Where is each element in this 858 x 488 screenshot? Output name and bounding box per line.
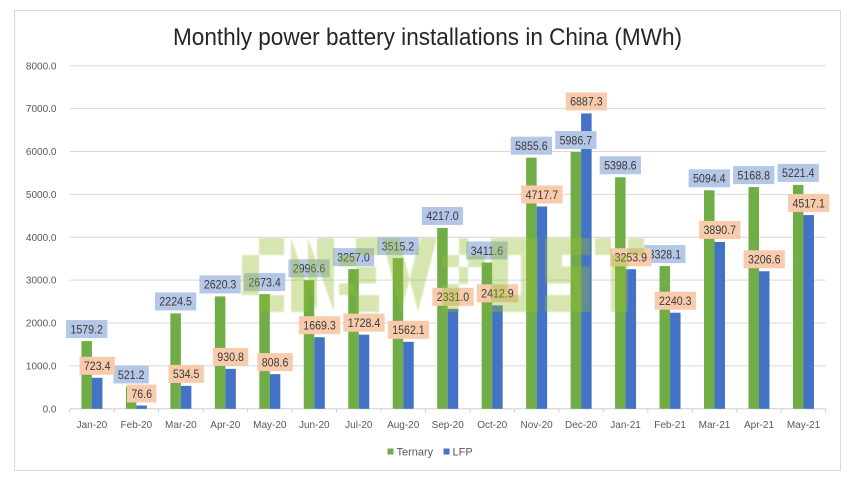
svg-text:7000.0: 7000.0: [26, 104, 57, 115]
svg-text:5221.4: 5221.4: [782, 166, 815, 180]
svg-text:3206.6: 3206.6: [748, 253, 781, 267]
svg-text:3000.0: 3000.0: [26, 276, 57, 287]
svg-text:3890.7: 3890.7: [704, 223, 737, 237]
svg-text:4717.7: 4717.7: [526, 188, 559, 202]
svg-text:5000.0: 5000.0: [26, 190, 57, 201]
svg-text:5094.4: 5094.4: [693, 172, 726, 186]
svg-text:Aug-20: Aug-20: [387, 420, 420, 431]
svg-text:5986.7: 5986.7: [560, 133, 593, 147]
svg-text:5855.6: 5855.6: [515, 139, 548, 153]
svg-text:4217.0: 4217.0: [426, 209, 459, 223]
svg-text:Monthly power battery installa: Monthly power battery installations in C…: [173, 24, 682, 51]
svg-text:May-21: May-21: [787, 420, 821, 431]
svg-text:4000.0: 4000.0: [26, 233, 57, 244]
svg-text:2620.3: 2620.3: [204, 278, 237, 292]
svg-text:Nov-20: Nov-20: [520, 420, 553, 431]
svg-text:Feb-21: Feb-21: [654, 420, 686, 431]
svg-text:1000.0: 1000.0: [26, 362, 57, 373]
svg-text:2000.0: 2000.0: [26, 319, 57, 330]
svg-text:Jan-21: Jan-21: [610, 420, 641, 431]
svg-text:Apr-20: Apr-20: [210, 420, 240, 431]
svg-text:6000.0: 6000.0: [26, 147, 57, 158]
svg-text:Mar-20: Mar-20: [165, 420, 197, 431]
svg-text:2240.3: 2240.3: [659, 294, 692, 308]
svg-text:Apr-21: Apr-21: [744, 420, 774, 431]
svg-text:808.6: 808.6: [262, 355, 289, 369]
svg-text:Oct-20: Oct-20: [477, 420, 507, 431]
svg-text:Jun-20: Jun-20: [299, 420, 330, 431]
svg-text:76.6: 76.6: [131, 387, 152, 401]
svg-text:May-20: May-20: [253, 420, 287, 431]
svg-text:LFP: LFP: [453, 447, 473, 459]
svg-text:5168.8: 5168.8: [737, 168, 770, 182]
svg-text:Jan-20: Jan-20: [77, 420, 108, 431]
svg-text:Sep-20: Sep-20: [432, 420, 465, 431]
svg-text:930.8: 930.8: [217, 350, 244, 364]
svg-text:3328.1: 3328.1: [649, 247, 682, 261]
svg-text:Feb-20: Feb-20: [121, 420, 153, 431]
svg-text:1579.2: 1579.2: [70, 322, 103, 336]
svg-text:0.0: 0.0: [43, 404, 57, 415]
svg-text:723.4: 723.4: [84, 359, 111, 373]
svg-text:4517.1: 4517.1: [792, 196, 825, 210]
svg-text:1562.1: 1562.1: [392, 323, 425, 337]
svg-text:521.2: 521.2: [118, 368, 145, 382]
svg-text:1728.4: 1728.4: [348, 316, 381, 330]
svg-text:Jul-20: Jul-20: [345, 420, 373, 431]
svg-text:Mar-21: Mar-21: [699, 420, 731, 431]
svg-text:1669.3: 1669.3: [303, 319, 336, 333]
svg-text:6887.3: 6887.3: [570, 95, 603, 109]
svg-text:Ternary: Ternary: [397, 447, 434, 459]
svg-text:534.5: 534.5: [173, 367, 200, 381]
svg-text:5398.6: 5398.6: [604, 159, 637, 173]
svg-text:8000.0: 8000.0: [26, 61, 57, 72]
svg-text:2224.5: 2224.5: [159, 295, 192, 309]
svg-text:Dec-20: Dec-20: [565, 420, 598, 431]
